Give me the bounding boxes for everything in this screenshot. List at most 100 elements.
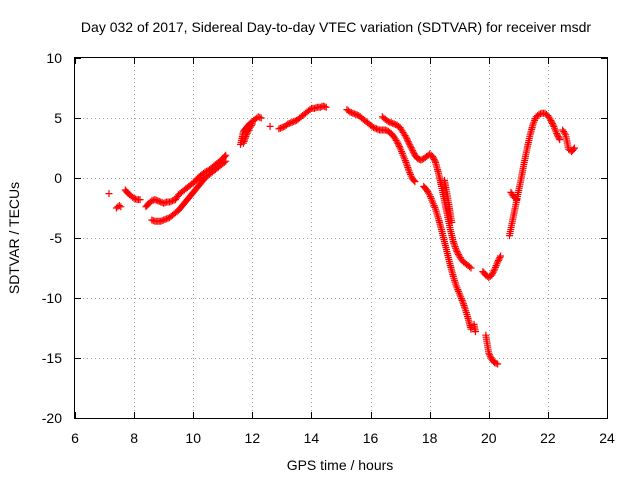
- data-point: [117, 203, 125, 211]
- data-point: [392, 136, 400, 144]
- y-tick-label: 5: [54, 110, 62, 126]
- chart-title: Day 032 of 2017, Sidereal Day-to-day VTE…: [81, 19, 591, 35]
- x-tick-labels: 6 8 10 12 14 16 18 20 22 24: [71, 430, 615, 446]
- data-point: [430, 155, 438, 163]
- data-point: [403, 135, 411, 143]
- data-point: [220, 158, 228, 166]
- data-point: [486, 352, 494, 360]
- data-point: [408, 145, 416, 153]
- x-tick-label: 20: [481, 430, 497, 446]
- data-point: [570, 144, 578, 152]
- data-point: [429, 154, 437, 162]
- y-tick-label: -5: [50, 230, 63, 246]
- x-tick-label: 10: [185, 430, 201, 446]
- plot-frame: [74, 57, 608, 419]
- data-point: [406, 141, 414, 149]
- data-point: [485, 349, 493, 357]
- x-tick-label: 14: [304, 430, 320, 446]
- data-points: [105, 102, 578, 368]
- data-point: [401, 132, 409, 140]
- data-point: [395, 141, 403, 149]
- data-point: [406, 142, 414, 150]
- data-point: [429, 152, 437, 160]
- data-point: [287, 119, 295, 127]
- x-tick-label: 16: [363, 430, 379, 446]
- data-point: [402, 133, 410, 141]
- data-point: [488, 270, 496, 278]
- data-point: [349, 109, 357, 117]
- data-point: [554, 133, 562, 141]
- x-tick-label: 12: [245, 430, 261, 446]
- x-axis-label: GPS time / hours: [287, 457, 394, 473]
- data-point: [494, 258, 502, 266]
- data-point: [244, 128, 252, 136]
- data-point: [486, 351, 494, 359]
- data-point: [411, 178, 419, 186]
- y-tick-label: 10: [46, 50, 62, 66]
- data-point: [495, 255, 503, 263]
- x-tick-label: 24: [599, 430, 615, 446]
- data-point: [242, 131, 250, 139]
- data-point: [404, 136, 411, 144]
- data-point: [115, 202, 123, 210]
- data-point: [546, 115, 554, 123]
- y-tick-label: -20: [42, 410, 62, 426]
- data-point: [394, 140, 402, 147]
- tick-layer: [75, 58, 608, 419]
- data-point: [410, 176, 418, 184]
- data-point: [555, 134, 563, 142]
- data-point: [497, 252, 505, 260]
- data-point: [409, 147, 417, 155]
- data-point: [452, 246, 460, 254]
- y-tick-label: -10: [42, 290, 62, 306]
- data-point: [248, 120, 256, 128]
- data-point: [553, 131, 561, 139]
- data-point: [247, 122, 255, 130]
- data-point: [489, 268, 497, 276]
- data-point: [561, 129, 569, 137]
- data-point: [222, 157, 230, 165]
- data-point: [467, 264, 475, 272]
- data-point: [548, 118, 556, 126]
- y-tick-label: 0: [54, 170, 62, 186]
- data-point: [404, 138, 412, 146]
- data-point: [549, 121, 557, 129]
- data-point: [105, 190, 113, 198]
- data-point: [322, 103, 330, 111]
- data-point: [243, 129, 251, 137]
- data-point: [488, 271, 496, 279]
- data-point: [453, 248, 461, 255]
- data-point: [537, 110, 544, 118]
- data-point: [306, 106, 314, 114]
- data-point: [547, 116, 555, 124]
- data-point: [454, 249, 462, 257]
- x-tick-label: 8: [130, 430, 138, 446]
- data-point: [407, 144, 415, 152]
- y-tick-labels: -20 -15 -10 -5 0 5 10: [42, 50, 62, 426]
- data-point: [222, 151, 230, 159]
- y-tick-label: -15: [42, 350, 62, 366]
- data-point: [386, 118, 394, 126]
- y-axis-label: SDTVAR / TECUs: [6, 182, 22, 294]
- grid-layer: [75, 58, 607, 418]
- data-point: [548, 119, 556, 127]
- data-point: [466, 263, 474, 271]
- data-point: [266, 122, 274, 130]
- data-point: [494, 360, 502, 368]
- data-point: [496, 254, 504, 261]
- data-point: [257, 114, 265, 122]
- data-point: [494, 257, 502, 264]
- data-point: [553, 130, 561, 138]
- data-point: [409, 148, 417, 156]
- data-point: [405, 139, 413, 147]
- data-point: [511, 194, 519, 202]
- data-point: [570, 145, 578, 153]
- data-point: [431, 157, 439, 165]
- data-point: [448, 218, 456, 226]
- data-point: [425, 189, 433, 197]
- data-point: [312, 104, 320, 112]
- data-point: [556, 136, 564, 144]
- data-point: [395, 143, 403, 150]
